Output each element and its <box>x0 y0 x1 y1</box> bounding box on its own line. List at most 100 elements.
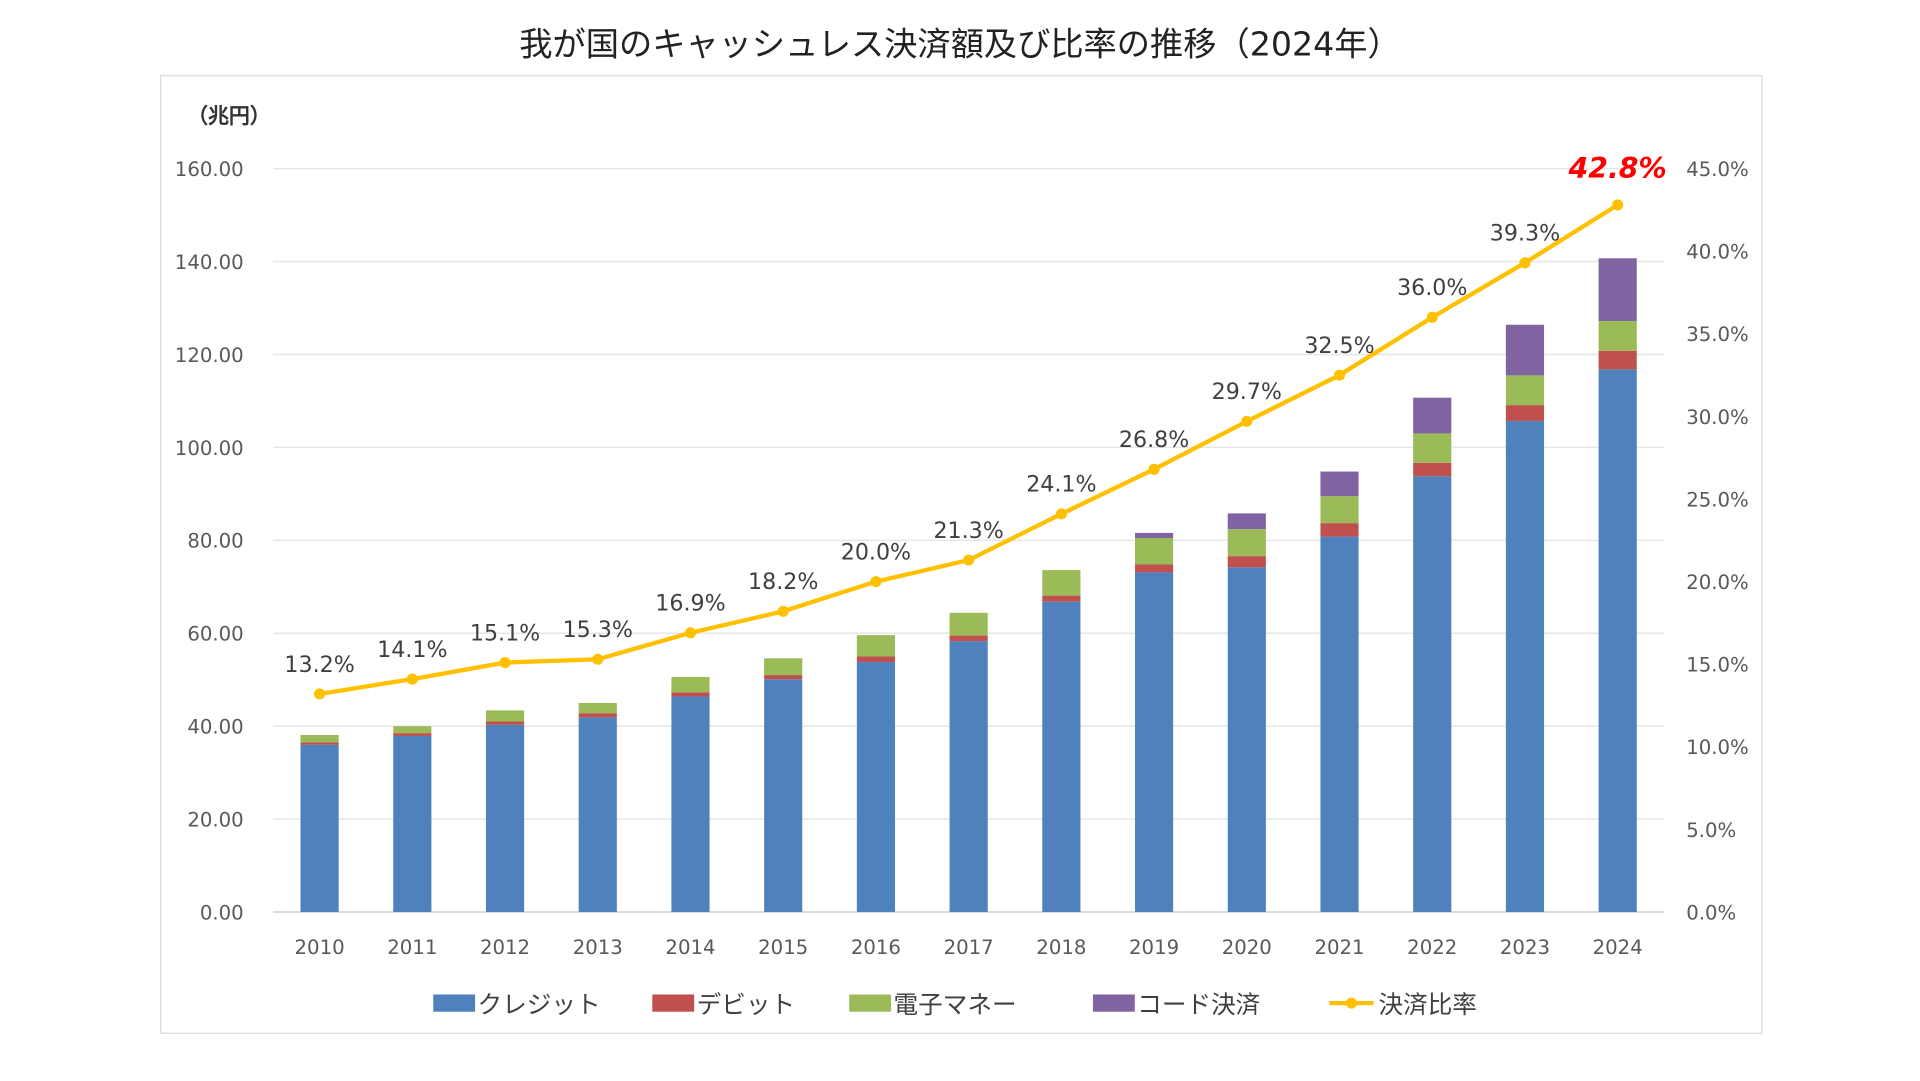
bar-segment <box>1320 471 1359 497</box>
legend-label: 決済比率 <box>1378 990 1476 1019</box>
legend-label: デビット <box>697 990 795 1019</box>
y-tick-label: 60.00 <box>187 623 243 646</box>
bar-segment <box>856 662 895 913</box>
bar-segment <box>1598 258 1637 322</box>
legend-label: 電子マネー <box>894 990 1017 1019</box>
bar-segment <box>1505 375 1545 406</box>
ratio-point <box>499 657 511 669</box>
x-tick-label: 2012 <box>480 936 530 959</box>
x-tick-label: 2019 <box>1129 936 1179 959</box>
y-tick-label: 0.00 <box>200 901 244 924</box>
y2-tick-label: 25.0% <box>1686 488 1749 511</box>
y2-tick-label: 45.0% <box>1686 158 1749 181</box>
data-label: 26.8% <box>1119 427 1189 453</box>
bar-segment <box>764 675 803 680</box>
bar-segment <box>1598 369 1637 913</box>
data-label: 20.0% <box>841 539 911 565</box>
data-label: 24.1% <box>1026 472 1096 498</box>
ratio-point <box>406 673 418 685</box>
y-tick-label: 80.00 <box>187 530 243 553</box>
bar-segment <box>1320 496 1359 524</box>
y2-tick-label: 40.0% <box>1686 241 1749 264</box>
bar-segment <box>1135 532 1174 538</box>
ratio-point <box>870 576 882 588</box>
ratio-point <box>1519 257 1531 269</box>
y-tick-label: 140.00 <box>175 251 244 274</box>
bar-segment <box>1505 420 1545 913</box>
bar-segment <box>671 676 710 693</box>
bar-segment <box>1227 556 1266 568</box>
bar-segment <box>485 721 525 725</box>
legend-swatch <box>1092 994 1135 1012</box>
ratio-point <box>1148 463 1160 475</box>
y2-tick-label: 35.0% <box>1686 323 1749 346</box>
bar-segment <box>949 612 988 636</box>
ratio-point <box>684 627 697 639</box>
legend-label: クレジット <box>478 990 601 1019</box>
legend-swatch <box>849 994 892 1012</box>
bar-segment <box>1413 462 1452 477</box>
x-tick-label: 2014 <box>665 936 715 959</box>
data-label: 16.9% <box>655 591 725 617</box>
bar-segment <box>764 679 803 913</box>
y2-tick-label: 10.0% <box>1686 736 1749 759</box>
ratio-point <box>963 554 975 566</box>
bar-segment <box>300 744 339 913</box>
data-label: 42.8% <box>1568 152 1667 185</box>
bar-segment <box>578 717 617 913</box>
y-tick-label: 120.00 <box>175 344 244 367</box>
y-tick-label: 160.00 <box>175 158 244 181</box>
bar-segment <box>949 641 988 913</box>
bar-segment <box>393 733 432 736</box>
bar-segment <box>1413 433 1452 463</box>
data-label: 18.2% <box>748 569 818 595</box>
bar-segment <box>1413 397 1452 434</box>
bar-segment <box>578 713 617 718</box>
legend-swatch <box>433 994 476 1012</box>
data-label: 14.1% <box>377 637 447 663</box>
x-tick-label: 2015 <box>758 936 808 959</box>
ratio-point <box>777 605 789 617</box>
x-tick-label: 2022 <box>1407 936 1457 959</box>
x-tick-label: 2013 <box>573 936 623 959</box>
bar-segment <box>1598 350 1637 370</box>
data-label: 15.1% <box>470 620 540 646</box>
y2-tick-label: 0.0% <box>1686 901 1736 924</box>
ratio-point <box>1241 415 1253 427</box>
y-axis-unit-label: （兆円） <box>187 104 271 130</box>
bar-segment <box>1505 405 1545 421</box>
x-tick-label: 2010 <box>295 936 345 959</box>
bar-segment <box>300 742 339 745</box>
bar-segment <box>949 635 988 642</box>
bar-segment <box>578 702 617 714</box>
y2-tick-label: 15.0% <box>1686 654 1749 677</box>
ratio-point <box>1055 508 1067 520</box>
legend-marker <box>1345 997 1357 1009</box>
bar-segment <box>300 734 339 743</box>
y2-tick-label: 30.0% <box>1686 406 1749 429</box>
legend-swatch <box>652 994 695 1012</box>
y-tick-label: 100.00 <box>175 437 244 460</box>
bar-segment <box>393 726 432 734</box>
chart-frame <box>160 75 1763 1034</box>
x-tick-label: 2021 <box>1314 936 1364 959</box>
x-tick-label: 2016 <box>851 936 901 959</box>
bar-segment <box>1042 595 1081 602</box>
ratio-point <box>1612 199 1624 211</box>
bar-segment <box>1042 570 1081 596</box>
y-tick-label: 40.00 <box>187 716 243 739</box>
x-tick-label: 2017 <box>944 936 994 959</box>
bar-segment <box>856 656 895 663</box>
bar-segment <box>671 692 710 697</box>
x-tick-label: 2011 <box>387 936 437 959</box>
bar-segment <box>764 658 803 676</box>
legend-label: コード決済 <box>1137 990 1260 1019</box>
data-label: 15.3% <box>563 617 633 643</box>
bar-segment <box>1135 564 1174 573</box>
ratio-point <box>1333 369 1346 381</box>
data-label: 36.0% <box>1397 275 1467 301</box>
data-label: 29.7% <box>1212 379 1282 405</box>
bar-segment <box>393 735 432 913</box>
